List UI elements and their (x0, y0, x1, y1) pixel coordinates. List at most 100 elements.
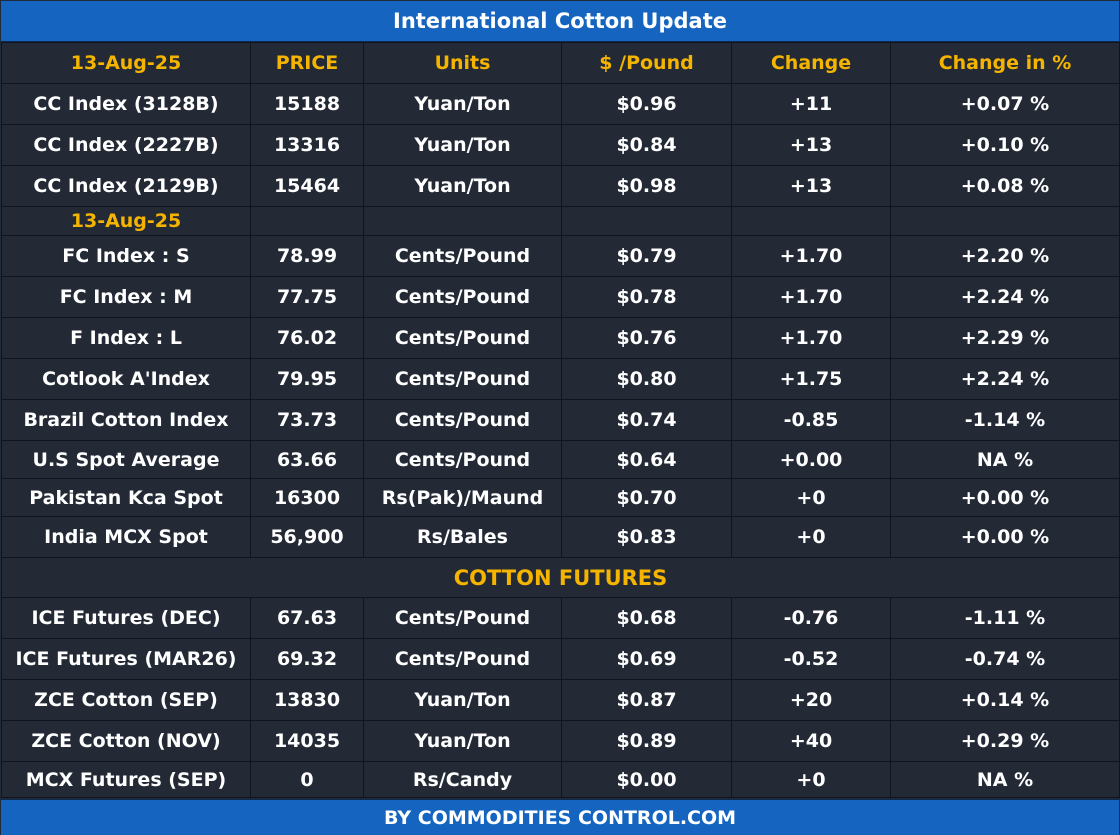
change-percent: +0.14 % (890, 679, 1120, 721)
change-value: +1.70 (731, 235, 891, 277)
usd-per-pound: $0.69 (561, 638, 732, 680)
change-value: +1.70 (731, 276, 891, 318)
column-header: PRICE (250, 42, 364, 84)
empty-cell (250, 206, 364, 236)
usd-per-pound: $0.74 (561, 399, 732, 441)
change-value: +0 (731, 761, 891, 798)
column-header: Change (731, 42, 891, 84)
futures-title-row: COTTON FUTURES (1, 557, 1120, 598)
change-percent: NA % (890, 440, 1120, 479)
usd-per-pound: $0.70 (561, 478, 732, 517)
change-percent: +2.24 % (890, 358, 1120, 400)
commodity-name: Pakistan Kca Spot (1, 478, 251, 517)
price-table: 13-Aug-25 PRICE Units $ /Pound Change Change … (1, 42, 1120, 798)
price-value: 16300 (250, 478, 364, 517)
column-header: Units (363, 42, 562, 84)
price-value: 79.95 (250, 358, 364, 400)
price-value: 73.73 (250, 399, 364, 441)
commodity-name: ICE Futures (MAR26) (1, 638, 251, 680)
table-row: ICE Futures (DEC) 67.63 Cents/Pound $0.68 -0… (1, 597, 1120, 639)
change-percent: +2.29 % (890, 317, 1120, 359)
price-value: 78.99 (250, 235, 364, 277)
header-row: 13-Aug-25 PRICE Units $ /Pound Change Change … (1, 42, 1120, 84)
units-value: Yuan/Ton (363, 720, 562, 762)
table-row: MCX Futures (SEP) 0 Rs/Candy $0.00 +0 NA % (1, 761, 1120, 798)
table-row: FC Index : S 78.99 Cents/Pound $0.79 +1.70 +2… (1, 235, 1120, 277)
units-value: Rs/Bales (363, 516, 562, 558)
commodity-name: FC Index : S (1, 235, 251, 277)
change-percent: +0.07 % (890, 83, 1120, 125)
table-row: Pakistan Kca Spot 16300 Rs(Pak)/Maund $0.70… (1, 478, 1120, 517)
price-value: 13316 (250, 124, 364, 166)
change-value: +13 (731, 165, 891, 207)
commodity-name: CC Index (3128B) (1, 83, 251, 125)
units-value: Cents/Pound (363, 276, 562, 318)
units-value: Cents/Pound (363, 399, 562, 441)
change-value: +20 (731, 679, 891, 721)
price-value: 15188 (250, 83, 364, 125)
table-row: U.S Spot Average 63.66 Cents/Pound $0.64 +0.… (1, 440, 1120, 479)
price-value: 67.63 (250, 597, 364, 639)
column-header: $ /Pound (561, 42, 732, 84)
commodity-name: Brazil Cotton Index (1, 399, 251, 441)
price-value: 14035 (250, 720, 364, 762)
table-row: ZCE Cotton (SEP) 13830 Yuan/Ton $0.87 +20 +0.… (1, 679, 1120, 721)
column-header: 13-Aug-25 (1, 42, 251, 84)
commodity-name: CC Index (2129B) (1, 165, 251, 207)
empty-cell (561, 206, 732, 236)
usd-per-pound: $0.79 (561, 235, 732, 277)
usd-per-pound: $0.98 (561, 165, 732, 207)
price-table-body: 13-Aug-25 PRICE Units $ /Pound Change Change … (1, 42, 1120, 798)
usd-per-pound: $0.64 (561, 440, 732, 479)
price-value: 76.02 (250, 317, 364, 359)
usd-per-pound: $0.89 (561, 720, 732, 762)
footer-credit: BY COMMODITIES CONTROL.COM (1, 799, 1119, 835)
units-value: Cents/Pound (363, 317, 562, 359)
price-value: 77.75 (250, 276, 364, 318)
units-value: Cents/Pound (363, 597, 562, 639)
commodity-name: CC Index (2227B) (1, 124, 251, 166)
empty-cell (731, 206, 891, 236)
change-percent: +0.29 % (890, 720, 1120, 762)
units-value: Rs(Pak)/Maund (363, 478, 562, 517)
section-date-row: 13-Aug-25 (1, 206, 1120, 236)
units-value: Cents/Pound (363, 235, 562, 277)
commodity-name: F Index : L (1, 317, 251, 359)
table-row: FC Index : M 77.75 Cents/Pound $0.78 +1.70 +2… (1, 276, 1120, 318)
change-value: +40 (731, 720, 891, 762)
empty-cell (363, 206, 562, 236)
table-row: CC Index (2227B) 13316 Yuan/Ton $0.84 +13 +0.… (1, 124, 1120, 166)
usd-per-pound: $0.00 (561, 761, 732, 798)
commodity-name: ICE Futures (DEC) (1, 597, 251, 639)
units-value: Yuan/Ton (363, 165, 562, 207)
change-value: +11 (731, 83, 891, 125)
page-title: International Cotton Update (1, 1, 1119, 42)
change-percent: +0.10 % (890, 124, 1120, 166)
table-row: CC Index (3128B) 15188 Yuan/Ton $0.96 +11 +0.… (1, 83, 1120, 125)
price-value: 15464 (250, 165, 364, 207)
commodity-name: FC Index : M (1, 276, 251, 318)
commodity-name: India MCX Spot (1, 516, 251, 558)
change-value: -0.76 (731, 597, 891, 639)
change-percent: +0.08 % (890, 165, 1120, 207)
usd-per-pound: $0.76 (561, 317, 732, 359)
usd-per-pound: $0.96 (561, 83, 732, 125)
price-value: 56,900 (250, 516, 364, 558)
units-value: Cents/Pound (363, 440, 562, 479)
change-percent: +2.24 % (890, 276, 1120, 318)
commodity-name: MCX Futures (SEP) (1, 761, 251, 798)
change-percent: +0.00 % (890, 516, 1120, 558)
change-percent: NA % (890, 761, 1120, 798)
units-value: Yuan/Ton (363, 83, 562, 125)
table-row: F Index : L 76.02 Cents/Pound $0.76 +1.70 +2.… (1, 317, 1120, 359)
table-row: ICE Futures (MAR26) 69.32 Cents/Pound $0.69… (1, 638, 1120, 680)
change-value: +0 (731, 478, 891, 517)
change-value: +13 (731, 124, 891, 166)
commodity-name: ZCE Cotton (NOV) (1, 720, 251, 762)
usd-per-pound: $0.87 (561, 679, 732, 721)
usd-per-pound: $0.83 (561, 516, 732, 558)
commodity-name: ZCE Cotton (SEP) (1, 679, 251, 721)
change-percent: +2.20 % (890, 235, 1120, 277)
change-value: +0 (731, 516, 891, 558)
change-value: +1.75 (731, 358, 891, 400)
